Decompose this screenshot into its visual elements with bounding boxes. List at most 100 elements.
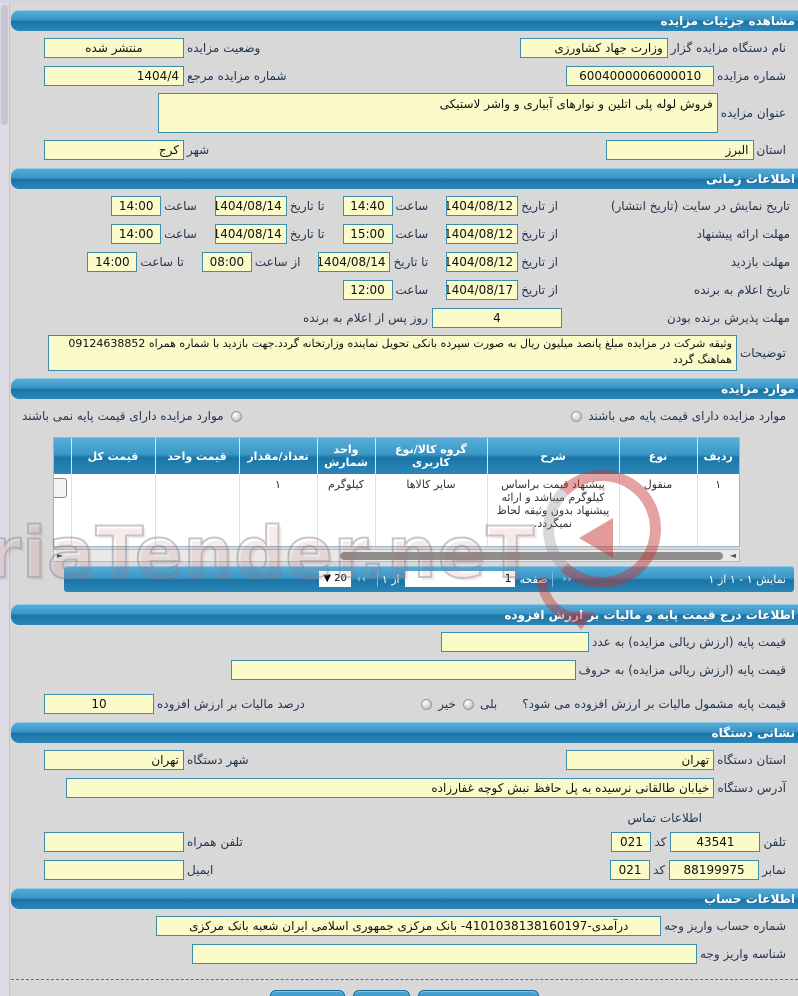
col-desc: شرح (486, 438, 619, 474)
publish-to-date[interactable]: 1404/08/14 (214, 196, 287, 216)
cell-type: منقول (618, 474, 697, 546)
status-pair: وضعیت مزایده منتشر شده (44, 38, 264, 58)
back-button[interactable]: بازگشت (270, 990, 346, 996)
pager-first-prev-icons[interactable]: ‹‹ (562, 573, 573, 585)
ref-label: شماره مزایده مرجع (187, 69, 287, 83)
deposit-id-field[interactable] (192, 944, 698, 964)
cell-total-price (70, 474, 155, 546)
offer-from-date[interactable]: 1404/08/12 (446, 224, 519, 244)
account-title: اطلاعات حساب (704, 891, 795, 906)
visit-row-label: مهلت بازدید (730, 255, 790, 269)
cell-unit: کیلوگرم (316, 474, 375, 546)
winner-time[interactable]: 12:00 (342, 280, 393, 300)
section-header-view-details: مشاهده جزئیات مزایده (11, 10, 798, 31)
tel-code-field[interactable]: 021 (611, 832, 652, 852)
view-item-button[interactable] (54, 478, 67, 498)
vertical-scrollbar-thumb[interactable] (1, 5, 8, 125)
winner-row-label: تاریخ اعلام به برنده (693, 283, 790, 297)
col-unit-price: قیمت واحد (154, 438, 239, 474)
title-pair: عنوان مزایده فروش لوله پلی اتلین و نواره… (157, 93, 790, 133)
city-field[interactable]: کرج (44, 140, 184, 160)
horizontal-scrollbar-thumb[interactable] (339, 552, 723, 560)
pager-next-last-icons[interactable]: ›› (356, 573, 367, 585)
visit-to-time[interactable]: 14:00 (87, 252, 138, 272)
offer-to-date[interactable]: 1404/08/14 (214, 224, 287, 244)
vat-percent-label: درصد مالیات بر ارزش افزوده (157, 697, 305, 711)
scroll-right-arrow-icon[interactable]: ◄ (729, 551, 737, 560)
pager-page-input[interactable]: 1 (404, 571, 515, 587)
no-base-price-radio[interactable] (230, 410, 242, 422)
items-title: موارد مزایده (721, 381, 795, 396)
email-field[interactable] (44, 860, 184, 880)
cell-desc: پیشنهاد قیمت براساس کیلوگرم میباشد و ارا… (486, 474, 619, 546)
hour-label: ساعت (395, 283, 429, 297)
cell-qty: ۱ (238, 474, 317, 546)
org-pair: نام دستگاه مزایده گزار وزارت جهاد کشاورز… (519, 38, 790, 58)
scroll-left-arrow-icon[interactable]: ► (56, 551, 64, 560)
publish-to-time[interactable]: 14:00 (111, 196, 162, 216)
accept-row-label: مهلت پذیرش برنده بودن (667, 311, 790, 325)
visit-from-time[interactable]: 08:00 (201, 252, 252, 272)
section-header-address: نشانی دستگاه (11, 722, 798, 743)
fax-code-field[interactable]: 021 (610, 860, 651, 880)
col-qty: تعداد/مقدار (238, 438, 317, 474)
attachments-button[interactable]: مدارک پیوستی(۰) (417, 990, 539, 996)
base-price-number-field[interactable] (440, 632, 589, 652)
org-province-label: استان دستگاه (717, 753, 786, 767)
address-title: نشانی دستگاه (711, 725, 795, 740)
chevron-down-icon: ▼ (323, 573, 332, 584)
org-province-field[interactable]: تهران (566, 750, 715, 770)
tel-code-label: کد (654, 835, 667, 849)
province-field[interactable]: البرز (605, 140, 754, 160)
no-base-price-option[interactable]: موارد مزایده دارای قیمت پایه نمی باشند (19, 409, 245, 423)
tel-field[interactable]: 43541 (670, 832, 761, 852)
visit-to-date[interactable]: 1404/08/14 (318, 252, 391, 272)
no-base-price-label: موارد مزایده دارای قیمت پایه نمی باشند (22, 409, 224, 423)
notes-field[interactable]: وثیقه شرکت در مزایده مبلغ پانصد میلیون ر… (48, 335, 737, 371)
pager-size-value: 20 (334, 573, 347, 584)
page-title: مشاهده جزئیات مزایده (660, 13, 795, 28)
ref-field[interactable]: 1404/4 (44, 66, 184, 86)
items-table: ردیف نوع شرح گروه کالا/نوع کاربری واحد ش… (54, 438, 739, 546)
vat-yes-radio[interactable] (462, 698, 474, 710)
fax-field[interactable]: 88199975 (669, 860, 760, 880)
publish-from-time[interactable]: 14:40 (342, 196, 393, 216)
vat-no-radio[interactable] (421, 698, 433, 710)
offer-to-time[interactable]: 14:00 (111, 224, 162, 244)
fax-label: نمابر (762, 863, 786, 877)
hour-label: ساعت (395, 227, 429, 241)
vertical-scrollbar[interactable] (0, 3, 10, 996)
pager-of-label: از ۱ (381, 572, 400, 586)
offer-row-label: مهلت ارائه پیشنهاد (696, 227, 790, 241)
mobile-field[interactable] (44, 832, 184, 852)
city-pair: شهر کرج (44, 140, 213, 160)
auction-details-page: مشاهده جزئیات مزایده نام دستگاه مزایده گ… (11, 3, 798, 996)
horizontal-scrollbar[interactable]: ◄ ► (53, 549, 740, 562)
visit-from-date[interactable]: 1404/08/12 (446, 252, 519, 272)
vat-question-label: قیمت پایه مشمول مالیات بر ارزش افزوده می… (522, 697, 786, 711)
org-city-label: شهر دستگاه (187, 753, 249, 767)
org-city-field[interactable]: تهران (44, 750, 184, 770)
section-header-items: موارد مزایده (11, 378, 798, 399)
title-field[interactable]: فروش لوله پلی اتلین و نوارهای آبیاری و و… (157, 93, 718, 133)
vat-percent-field[interactable]: 10 (44, 694, 154, 714)
org-field[interactable]: وزارت جهاد کشاورزی (519, 38, 668, 58)
pager-size-select[interactable]: ▼ 20 (319, 571, 351, 587)
status-field[interactable]: منتشر شده (44, 38, 184, 58)
divider (11, 979, 798, 980)
account-number-field[interactable]: درآمدی-4101038138160197- بانک مرکزی جمهو… (156, 916, 662, 936)
winner-date[interactable]: 1404/08/17 (446, 280, 519, 300)
org-address-field[interactable]: خیابان طالقانی نرسیده به پل حافظ نبش کوچ… (66, 778, 715, 798)
has-base-price-radio[interactable] (571, 410, 583, 422)
base-price-words-field[interactable] (230, 660, 576, 680)
print-button[interactable]: چاپ (353, 990, 410, 996)
accept-days-field[interactable]: 4 (432, 308, 562, 328)
contact-info-heading: اطلاعات تماس (627, 811, 702, 825)
province-pair: استان البرز (605, 140, 790, 160)
number-field[interactable]: 6004000006000010 (566, 66, 715, 86)
has-base-price-option[interactable]: موارد مزایده دارای قیمت پایه می باشند (571, 409, 790, 423)
to-date-label: تا تاریخ (289, 227, 325, 241)
province-label: استان (756, 143, 786, 157)
publish-from-date[interactable]: 1404/08/12 (446, 196, 519, 216)
offer-from-time[interactable]: 15:00 (342, 224, 393, 244)
